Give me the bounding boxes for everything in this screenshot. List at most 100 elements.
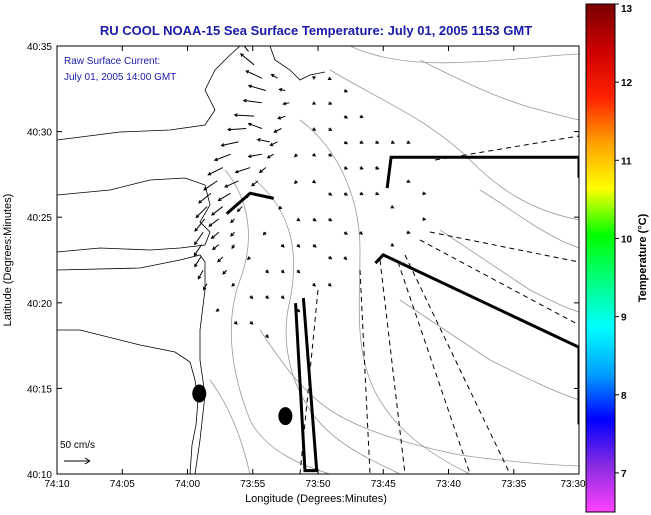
current-vector xyxy=(243,46,249,52)
current-vector-head xyxy=(233,113,238,117)
current-vector-head xyxy=(328,255,333,260)
current-vector-head xyxy=(239,53,244,57)
current-vector xyxy=(221,141,239,146)
scale-bar-label: 50 cm/s xyxy=(60,440,95,451)
current-vector-head xyxy=(231,283,236,287)
coastline-brooklyn xyxy=(269,46,326,81)
current-vector-head xyxy=(343,256,348,261)
current-vector xyxy=(251,180,259,187)
radial-line-2 xyxy=(359,269,371,474)
y-axis: 40:10 40:15 40:20 40:25 40:30 40:35 xyxy=(27,42,579,481)
current-vector-head xyxy=(312,76,317,80)
contour-2 xyxy=(254,179,401,474)
current-vector-head xyxy=(422,191,427,196)
current-vector xyxy=(240,53,255,66)
x-tick-label: 73:45 xyxy=(371,479,396,490)
current-vector xyxy=(193,244,203,256)
contour-7 xyxy=(399,299,579,401)
current-vector-head xyxy=(194,241,198,246)
zone-hudson-channel-diagonal xyxy=(374,253,579,425)
current-vector xyxy=(203,180,218,191)
plot-area xyxy=(56,38,580,475)
current-vector-head xyxy=(344,115,349,119)
x-axis: 74:10 74:05 74:00 73:55 73:50 73:45 73:40 73:35… xyxy=(44,46,586,490)
current-vector-head xyxy=(328,153,333,157)
current-vector xyxy=(224,180,239,188)
contour-5 xyxy=(419,59,579,121)
current-vector xyxy=(245,70,263,79)
contour-10 xyxy=(209,379,251,474)
current-vector xyxy=(194,231,204,245)
current-vector-head xyxy=(238,38,241,41)
current-vector xyxy=(234,114,255,117)
current-vector xyxy=(208,218,220,227)
current-vector-head xyxy=(293,153,298,158)
current-vector-head xyxy=(194,263,198,268)
current-vector-head xyxy=(265,334,269,339)
colorbar-tick-label: 8 xyxy=(621,391,627,402)
x-tick-label: 73:30 xyxy=(560,479,585,490)
current-vector-head xyxy=(390,243,395,247)
radial-line-4 xyxy=(397,261,471,474)
current-vector xyxy=(212,244,220,250)
current-vector xyxy=(198,192,212,204)
colorbar-tick-label: 10 xyxy=(621,234,633,245)
current-vector xyxy=(273,128,282,133)
x-tick-label: 74:05 xyxy=(110,479,135,490)
colorbar-tick-label: 7 xyxy=(621,469,627,480)
current-vector-head xyxy=(359,114,364,119)
colorbar-tick-label: 9 xyxy=(621,313,627,324)
contour-3 xyxy=(299,119,471,474)
current-vector-head xyxy=(266,154,271,159)
current-vector xyxy=(211,231,220,239)
current-vector-head xyxy=(270,73,275,78)
current-vector-head xyxy=(344,166,349,170)
current-vector-head xyxy=(194,227,199,232)
current-vector xyxy=(228,127,247,131)
current-vector-head xyxy=(217,258,221,263)
current-vector-head xyxy=(391,140,396,144)
current-vector-head xyxy=(247,84,252,89)
current-vector-head xyxy=(278,205,283,210)
current-vector-head xyxy=(312,101,317,105)
current-vector xyxy=(237,206,243,212)
current-vector-head xyxy=(375,140,380,144)
current-vector-head xyxy=(375,166,380,170)
current-vectors xyxy=(193,38,427,339)
contour-1 xyxy=(224,169,331,474)
radial-line-6 xyxy=(419,239,579,326)
contour-4 xyxy=(329,69,579,221)
current-vector-head xyxy=(249,321,254,325)
current-vector xyxy=(211,206,224,216)
current-vector-head xyxy=(249,295,254,300)
current-vector-head xyxy=(359,166,364,170)
current-vector-head xyxy=(208,223,213,227)
subtitle-line-2: July 01, 2005 14:00 GMT xyxy=(64,72,176,83)
current-vector-head xyxy=(231,245,235,250)
current-vector-head xyxy=(258,169,263,174)
current-vector-head xyxy=(344,231,349,235)
current-vector xyxy=(244,192,251,199)
y-tick-label: 40:25 xyxy=(27,213,52,224)
current-vector-head xyxy=(246,256,251,261)
current-vector-head xyxy=(247,154,252,159)
current-vector-head xyxy=(210,235,215,239)
current-vector-head xyxy=(211,246,216,251)
current-vector-head xyxy=(198,199,202,204)
colorbar-tick-label: 13 xyxy=(621,4,633,15)
x-tick-label: 73:55 xyxy=(240,479,265,490)
current-vector-head xyxy=(220,143,225,147)
current-vector-head xyxy=(278,87,283,92)
current-vector-head xyxy=(251,182,255,187)
current-vector-head xyxy=(406,179,411,183)
current-vector-head xyxy=(247,122,252,127)
colorbar-gradient xyxy=(585,3,616,513)
current-vector xyxy=(217,256,224,263)
current-vector-head xyxy=(406,230,411,235)
scale-bar-arrow xyxy=(64,457,91,465)
colorbar-label: Temperature (°C) xyxy=(637,213,649,302)
current-vector-head xyxy=(213,157,218,162)
current-vector-head xyxy=(211,212,215,216)
current-vector-head xyxy=(296,243,301,248)
